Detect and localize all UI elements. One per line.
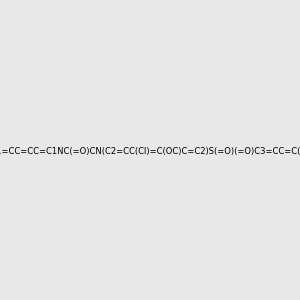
Text: CCOC1=CC=CC=C1NC(=O)CN(C2=CC(Cl)=C(OC)C=C2)S(=O)(=O)C3=CC=C(C)C=C3: CCOC1=CC=CC=C1NC(=O)CN(C2=CC(Cl)=C(OC)C=…: [0, 147, 300, 156]
